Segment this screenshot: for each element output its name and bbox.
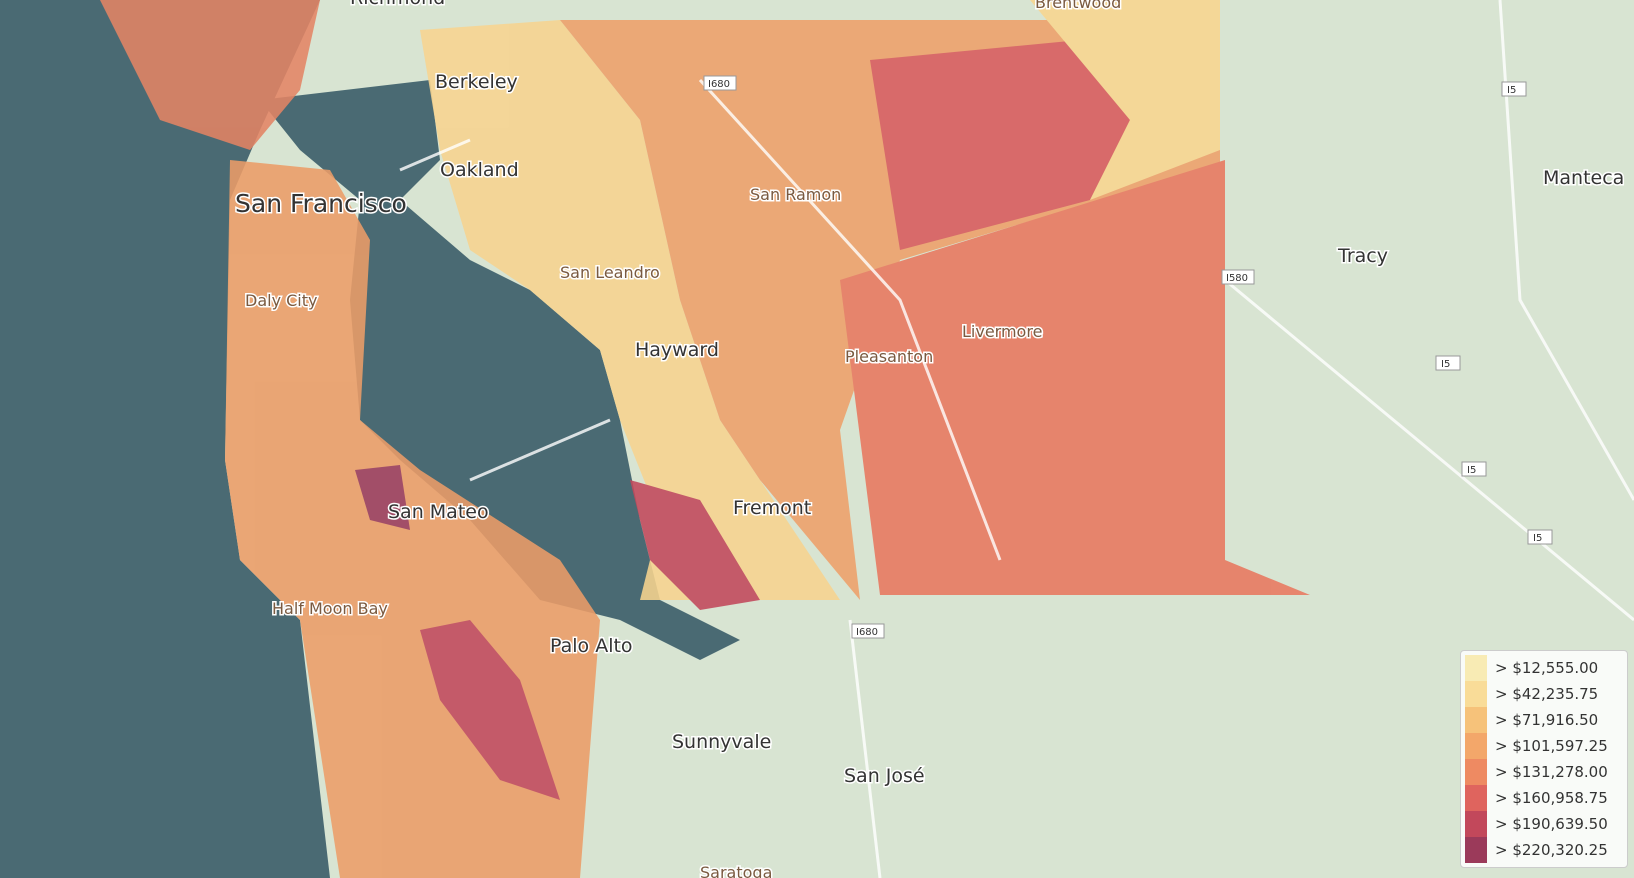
- legend-label: > $12,555.00: [1495, 659, 1599, 677]
- shield-label: I5: [1441, 359, 1450, 370]
- legend-swatch: [1465, 811, 1487, 837]
- place-label: Palo Alto: [550, 635, 633, 657]
- legend-label: > $42,235.75: [1495, 685, 1599, 703]
- place-label: Half Moon Bay: [272, 599, 388, 618]
- legend-item: > $131,278.00: [1461, 759, 1627, 785]
- place-label: San Leandro: [560, 263, 660, 282]
- place-label: Richmond: [350, 0, 445, 9]
- legend-item: > $71,916.50: [1461, 707, 1627, 733]
- shield-label: I5: [1533, 533, 1542, 544]
- legend-label: > $71,916.50: [1495, 711, 1599, 729]
- legend-swatch: [1465, 759, 1487, 785]
- place-label: Tracy: [1337, 245, 1388, 267]
- legend-item: > $220,320.25: [1461, 837, 1627, 863]
- income-areas: [100, 0, 1310, 878]
- legend-label: > $220,320.25: [1495, 841, 1608, 859]
- place-label: San José: [844, 765, 925, 787]
- legend-item: > $12,555.00: [1461, 655, 1627, 681]
- place-label: San Francisco: [235, 189, 407, 218]
- shield-label: I580: [1226, 273, 1248, 284]
- place-label: Berkeley: [435, 71, 518, 93]
- place-label: San Ramon: [750, 185, 841, 204]
- legend-label: > $131,278.00: [1495, 763, 1608, 781]
- shield-label: I5: [1467, 465, 1476, 476]
- shields: I680 I580 I680 I5 I5 I5 I5: [703, 75, 1553, 639]
- legend-label: > $190,639.50: [1495, 815, 1608, 833]
- legend-swatch: [1465, 733, 1487, 759]
- place-label: Daly City: [245, 291, 317, 310]
- place-label: Saratoga: [700, 863, 772, 878]
- shield-label: I680: [856, 627, 878, 638]
- roads: [399, 0, 1634, 878]
- legend-swatch: [1465, 785, 1487, 811]
- legend-swatch: [1465, 707, 1487, 733]
- place-label: San Mateo: [388, 501, 489, 523]
- place-label: Fremont: [733, 497, 811, 519]
- legend: > $12,555.00 > $42,235.75 > $71,916.50 > $1…: [1460, 650, 1628, 868]
- water: [0, 0, 740, 878]
- shield-label: I680: [708, 79, 730, 90]
- place-label: Manteca: [1543, 167, 1624, 189]
- place-label: Sunnyvale: [672, 731, 771, 753]
- legend-item: > $190,639.50: [1461, 811, 1627, 837]
- place-label: Brentwood: [1035, 0, 1121, 12]
- legend-swatch: [1465, 681, 1487, 707]
- place-label: Hayward: [635, 339, 719, 361]
- shield-label: I5: [1507, 85, 1516, 96]
- legend-swatch: [1465, 655, 1487, 681]
- legend-item: > $101,597.25: [1461, 733, 1627, 759]
- legend-item: > $42,235.75: [1461, 681, 1627, 707]
- place-label: Livermore: [962, 322, 1042, 341]
- legend-label: > $160,958.75: [1495, 789, 1608, 807]
- legend-label: > $101,597.25: [1495, 737, 1608, 755]
- place-label: Oakland: [440, 159, 519, 181]
- legend-swatch: [1465, 837, 1487, 863]
- place-label: Pleasanton: [845, 347, 933, 366]
- legend-item: > $160,958.75: [1461, 785, 1627, 811]
